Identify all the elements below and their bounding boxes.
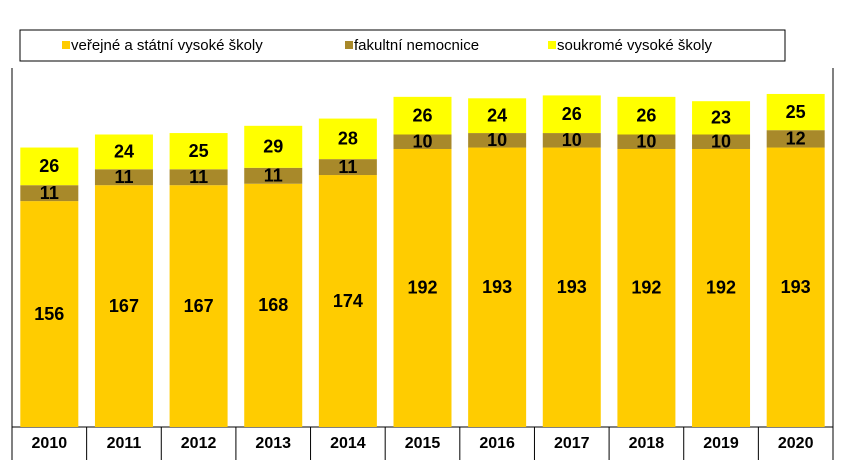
bar-segment: [244, 183, 303, 427]
value-label: 192: [407, 278, 437, 298]
bar-segment: [20, 201, 79, 427]
value-label: 167: [109, 296, 139, 316]
x-tick-label: 2015: [405, 435, 441, 452]
value-label: 193: [557, 277, 587, 297]
x-tick-label: 2014: [330, 435, 366, 452]
value-label: 29: [263, 137, 283, 157]
bar-segment: [692, 148, 751, 427]
value-label: 11: [189, 167, 208, 187]
bar-segment: [393, 96, 452, 135]
value-label: 28: [338, 129, 358, 149]
value-label: 24: [114, 142, 134, 162]
value-label: 193: [482, 277, 512, 297]
legend-swatch: [345, 41, 353, 49]
legend: veřejné a státní vysoké školy fakultní ne…: [62, 37, 713, 54]
bar-segment: [318, 175, 377, 427]
x-tick-label: 2010: [32, 435, 68, 452]
bar-segment: [94, 169, 153, 186]
value-label: 10: [636, 131, 656, 151]
value-label: 10: [562, 130, 582, 150]
legend-swatch: [62, 41, 70, 49]
bar-segment: [617, 96, 676, 135]
legend-label: veřejné a státní vysoké školy: [71, 37, 263, 54]
bar-segment: [766, 130, 825, 148]
value-label: 26: [636, 105, 656, 125]
value-label: 192: [631, 278, 661, 298]
value-label: 174: [333, 291, 363, 311]
value-label: 26: [562, 104, 582, 124]
bar-segment: [20, 185, 79, 202]
bar-segment: [617, 134, 676, 149]
bar-segment: [318, 159, 377, 176]
bar-segment: [20, 147, 79, 186]
value-label: 11: [40, 183, 59, 203]
bar-segment: [468, 133, 527, 148]
x-tick-label: 2012: [181, 435, 217, 452]
value-label: 193: [781, 277, 811, 297]
bar-segment: [468, 147, 527, 427]
value-label: 192: [706, 278, 736, 298]
value-label: 26: [412, 105, 432, 125]
bar-segment: [766, 147, 825, 427]
value-label: 10: [711, 131, 731, 151]
x-tick-label: 2019: [703, 435, 739, 452]
value-label: 24: [487, 105, 507, 125]
bar-segment: [542, 95, 601, 134]
x-tick-label: 2020: [778, 435, 814, 452]
legend-label: fakultní nemocnice: [354, 37, 479, 54]
value-label: 10: [412, 131, 432, 151]
bar-segment: [244, 167, 303, 184]
value-label: 156: [34, 304, 64, 324]
value-label: 168: [258, 295, 288, 315]
bar-segment: [393, 148, 452, 427]
bar-segment: [169, 133, 228, 170]
bar-segment: [169, 185, 228, 427]
value-label: 11: [338, 157, 357, 177]
bar-segment: [169, 169, 228, 186]
bar-segment: [94, 134, 153, 170]
x-tick-label: 2016: [479, 435, 515, 452]
bar-segment: [318, 118, 377, 160]
bar-segment: [692, 134, 751, 149]
bar-segment: [244, 125, 303, 168]
bar-segment: [393, 134, 452, 149]
x-tick-label: 2017: [554, 435, 590, 452]
bar-segment: [542, 147, 601, 427]
value-label: 25: [786, 102, 806, 122]
legend-label: soukromé vysoké školy: [557, 37, 713, 54]
bar-segment: [94, 185, 153, 427]
legend-box: [19, 29, 786, 62]
value-label: 25: [189, 141, 209, 161]
x-tick-label: 2018: [629, 435, 665, 452]
bar-segment: [692, 101, 751, 135]
value-label: 26: [39, 156, 59, 176]
value-label: 12: [786, 129, 806, 149]
value-label: 11: [114, 167, 133, 187]
bar-segment: [468, 98, 527, 134]
bar-segment: [617, 148, 676, 427]
value-label: 11: [264, 166, 283, 186]
bar-segment: [766, 93, 825, 131]
value-label: 167: [184, 296, 214, 316]
legend-swatch: [548, 41, 556, 49]
x-tick-label: 2011: [107, 435, 142, 452]
value-label: 23: [711, 108, 731, 128]
x-tick-label: 2013: [255, 435, 291, 452]
bar-segment: [542, 133, 601, 148]
value-label: 10: [487, 130, 507, 150]
